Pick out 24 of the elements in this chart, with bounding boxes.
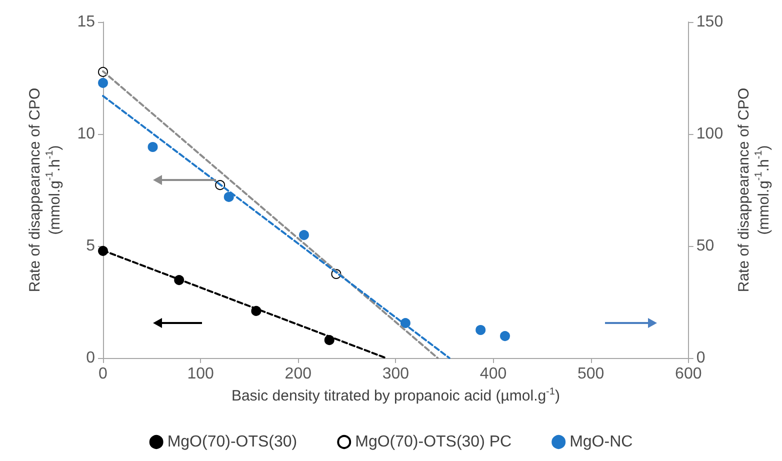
point [500, 331, 510, 342]
x-tick-label: 500 [577, 366, 604, 382]
point [476, 325, 486, 335]
y-tick-label: 5 [86, 238, 96, 254]
legend-label: MgO(70)-OTS(30) PC [355, 434, 512, 450]
x-tick-label: 0 [98, 366, 108, 382]
y-tick-label: 15 [77, 14, 96, 30]
x-tick-label: 200 [284, 366, 312, 382]
point [98, 78, 108, 88]
x-tick-label: 400 [480, 366, 507, 382]
point [224, 192, 234, 202]
y-tick-label: 0 [86, 350, 96, 366]
point [148, 142, 158, 152]
y2-tick-label: 100 [696, 126, 724, 142]
x-tick-label: 300 [382, 366, 410, 382]
y2-tick-label: 50 [696, 238, 714, 254]
x-tick-label: 600 [675, 366, 702, 382]
y2-tick-label: 150 [696, 14, 724, 30]
point [299, 230, 309, 240]
y2-tick-label: 0 [696, 350, 706, 366]
y-tick-label: 10 [77, 126, 96, 142]
legend-label: MgO-NC [570, 434, 633, 450]
x-tick-label: 100 [187, 366, 214, 382]
legend-label: MgO(70)-OTS(30) [167, 434, 298, 450]
